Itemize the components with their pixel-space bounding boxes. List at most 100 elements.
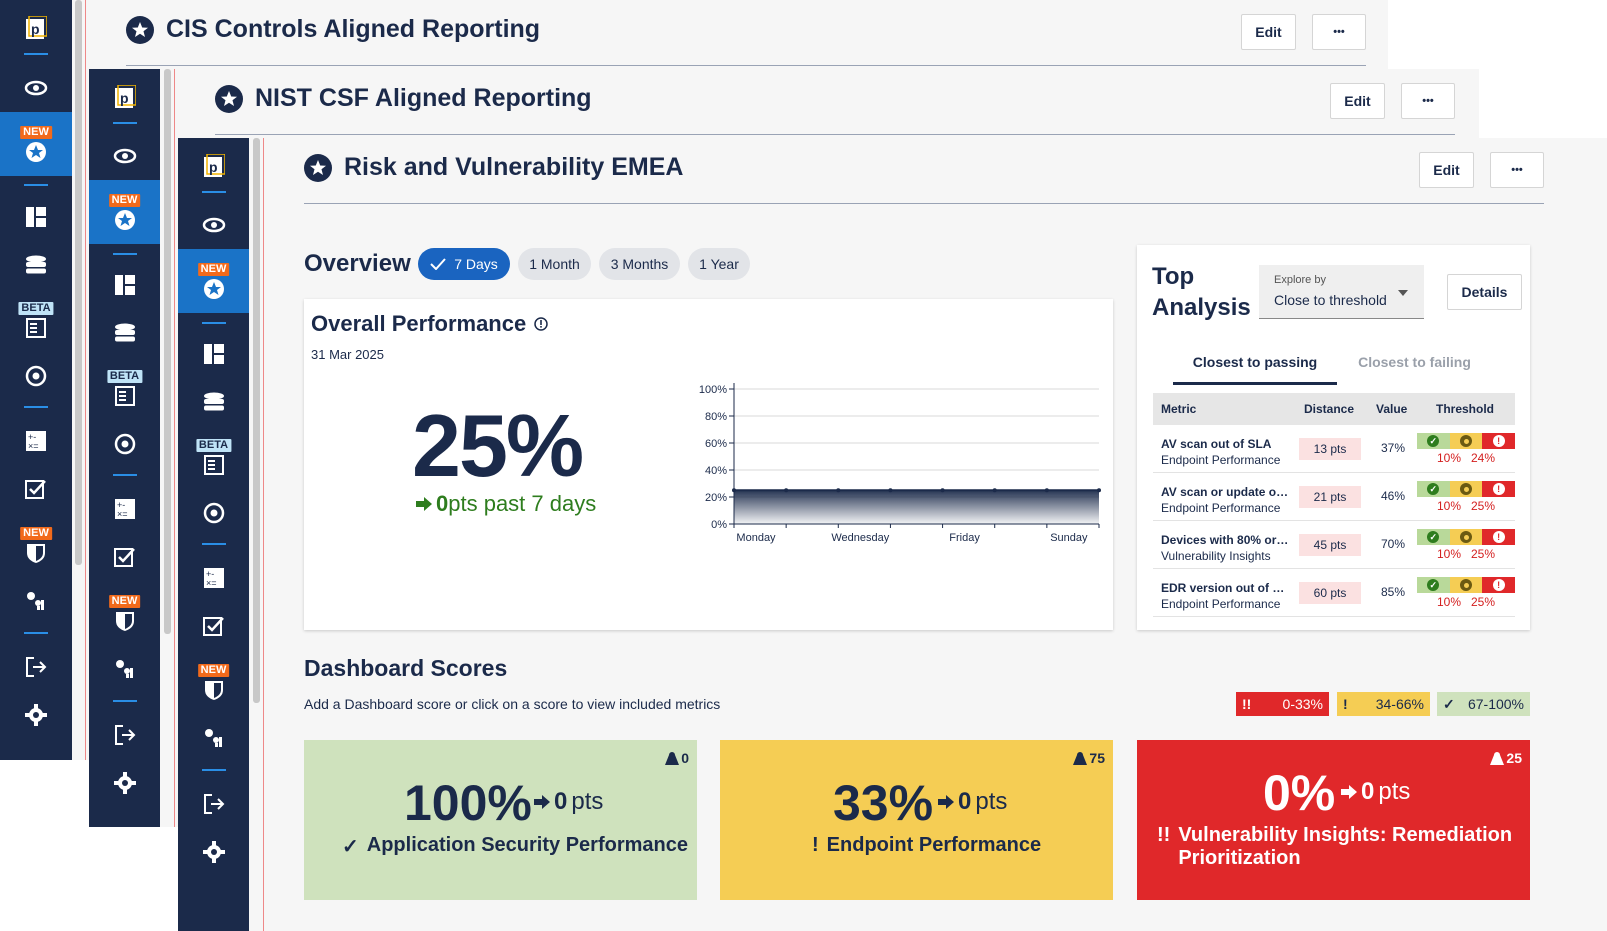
threshold-low: 10%: [1437, 451, 1462, 465]
arrow-right-icon: [1341, 785, 1357, 799]
shield-icon[interactable]: [89, 601, 160, 641]
dashboard-window-risk: p NEW BETA +- ×= NEW Risk and Vulnerabili…: [178, 138, 1607, 931]
score-label: ✓ Application Security Performance: [342, 834, 688, 858]
check-circle-icon: ✓: [1427, 579, 1440, 591]
edit-button[interactable]: Edit: [1419, 152, 1474, 188]
score-count: 75: [1073, 750, 1105, 766]
range-pill-7-days[interactable]: 7 Days: [418, 248, 510, 280]
shield-icon[interactable]: [178, 670, 249, 710]
svg-text:p: p: [209, 159, 218, 175]
range-pill-1-month[interactable]: 1 Month: [518, 248, 591, 280]
logo-icon[interactable]: p: [178, 146, 249, 186]
metric-name: AV scan or update overdue: [1161, 485, 1291, 499]
threshold-bar: ✓!: [1417, 577, 1516, 593]
calculator-icon[interactable]: +- ×=: [0, 421, 72, 461]
alert-circle-icon: !: [1492, 579, 1505, 591]
warning-circle-icon: [1460, 531, 1472, 543]
performance-chart: 100% 80% 60% 40% 20% 0% Monday Wednesday Friday S…: [699, 383, 1101, 544]
eye-icon[interactable]: [0, 68, 72, 108]
more-button[interactable]: •••: [1401, 83, 1455, 119]
dashboard-icon[interactable]: [0, 197, 72, 237]
table-row[interactable]: Devices with 80% or more Vulnerability In…: [1153, 521, 1516, 569]
checkbox-icon[interactable]: [89, 537, 160, 577]
more-button[interactable]: •••: [1490, 152, 1544, 188]
sidebar: p NEW BETA +- ×= NEW: [178, 138, 249, 931]
threshold-low: 10%: [1437, 547, 1462, 561]
logo-icon[interactable]: p: [89, 77, 160, 117]
star-icon[interactable]: [89, 200, 160, 240]
checkbox-icon[interactable]: [178, 606, 249, 646]
score-card-vulnerability-insights[interactable]: 25 0% 0 pts !! Vulnerability Insights: Rem…: [1137, 740, 1530, 900]
calculator-icon[interactable]: +- ×=: [178, 558, 249, 598]
edit-button[interactable]: Edit: [1330, 83, 1385, 119]
score-label: ! Endpoint Performance: [812, 834, 1042, 856]
score-card-endpoint[interactable]: 75 33% 0 pts ! Endpoint Performance: [720, 740, 1113, 900]
table-row[interactable]: AV scan out of SLA Endpoint Performance 13…: [1153, 425, 1516, 473]
score-delta: 0 pts: [1341, 778, 1410, 806]
tab-closest-to-failing[interactable]: Closest to failing: [1358, 354, 1471, 370]
table-header: Metric Distance Value Threshold: [1153, 393, 1515, 425]
target-icon[interactable]: [178, 493, 249, 533]
score-card-application-security[interactable]: 0 100% 0 pts ✓ Application Security Perfor…: [304, 740, 697, 900]
distance-badge: 45 pts: [1299, 534, 1361, 556]
warning-circle-icon: [1460, 435, 1472, 447]
logout-icon[interactable]: [89, 715, 160, 755]
legend-red: !! 0-33%: [1236, 692, 1329, 716]
settings-icon[interactable]: [89, 763, 160, 803]
y-tick-label: 80%: [705, 411, 727, 423]
more-button[interactable]: •••: [1312, 14, 1366, 50]
edit-button[interactable]: Edit: [1241, 14, 1296, 50]
database-icon[interactable]: [178, 382, 249, 422]
svg-text:×=: ×=: [206, 578, 217, 588]
calculator-icon[interactable]: +- ×=: [89, 489, 160, 529]
settings-icon[interactable]: [0, 695, 72, 735]
top-analysis-card: Top Analysis Explore by Close to threshol…: [1137, 245, 1530, 630]
report-icon[interactable]: [0, 308, 72, 348]
favorite-star-icon[interactable]: [304, 153, 332, 182]
top-analysis-title: Top Analysis: [1152, 263, 1251, 321]
shield-icon[interactable]: [0, 533, 72, 573]
check-circle-icon: ✓: [1427, 483, 1440, 495]
alert-circle-icon: !: [1492, 531, 1505, 543]
favorite-star-icon[interactable]: [215, 84, 243, 113]
threshold-low: 10%: [1437, 499, 1462, 513]
report-icon[interactable]: [178, 445, 249, 485]
logout-icon[interactable]: [0, 647, 72, 687]
series-area: [734, 490, 1099, 524]
gears-icon[interactable]: [0, 581, 72, 621]
logout-icon[interactable]: [178, 784, 249, 824]
target-icon[interactable]: [0, 356, 72, 396]
database-icon[interactable]: [89, 313, 160, 353]
performance-value: 25%: [412, 396, 584, 495]
range-pill-3-months[interactable]: 3 Months: [599, 248, 680, 280]
svg-text:+-: +-: [28, 432, 36, 442]
score-count: 25: [1490, 750, 1522, 766]
dashboard-icon[interactable]: [178, 334, 249, 374]
checkbox-icon[interactable]: [0, 469, 72, 509]
settings-icon[interactable]: [178, 832, 249, 872]
eye-icon[interactable]: [178, 205, 249, 245]
gears-icon[interactable]: [89, 649, 160, 689]
score-delta: 0 pts: [938, 788, 1007, 816]
target-icon[interactable]: [89, 424, 160, 464]
gears-icon[interactable]: [178, 718, 249, 758]
explore-by-select[interactable]: Explore by Close to threshold: [1259, 265, 1424, 319]
star-icon[interactable]: [0, 132, 72, 172]
threshold-high: 25%: [1471, 547, 1496, 561]
table-row[interactable]: AV scan or update overdue Endpoint Perfor…: [1153, 473, 1516, 521]
metric-value: 46%: [1380, 489, 1406, 503]
tab-closest-to-passing[interactable]: Closest to passing: [1192, 354, 1318, 370]
database-icon[interactable]: [0, 245, 72, 285]
logo-icon[interactable]: p: [0, 8, 72, 48]
details-button[interactable]: Details: [1447, 274, 1522, 310]
range-pill-1-year[interactable]: 1 Year: [688, 248, 750, 280]
star-icon[interactable]: [178, 269, 249, 309]
info-icon[interactable]: [534, 317, 548, 331]
eye-icon[interactable]: [89, 136, 160, 176]
report-icon[interactable]: [89, 376, 160, 416]
favorite-star-icon[interactable]: [126, 15, 154, 44]
svg-text:×=: ×=: [28, 441, 39, 451]
dashboard-icon[interactable]: [89, 265, 160, 305]
table-row[interactable]: EDR version out of date Endpoint Performa…: [1153, 569, 1516, 617]
check-icon: [430, 258, 446, 270]
